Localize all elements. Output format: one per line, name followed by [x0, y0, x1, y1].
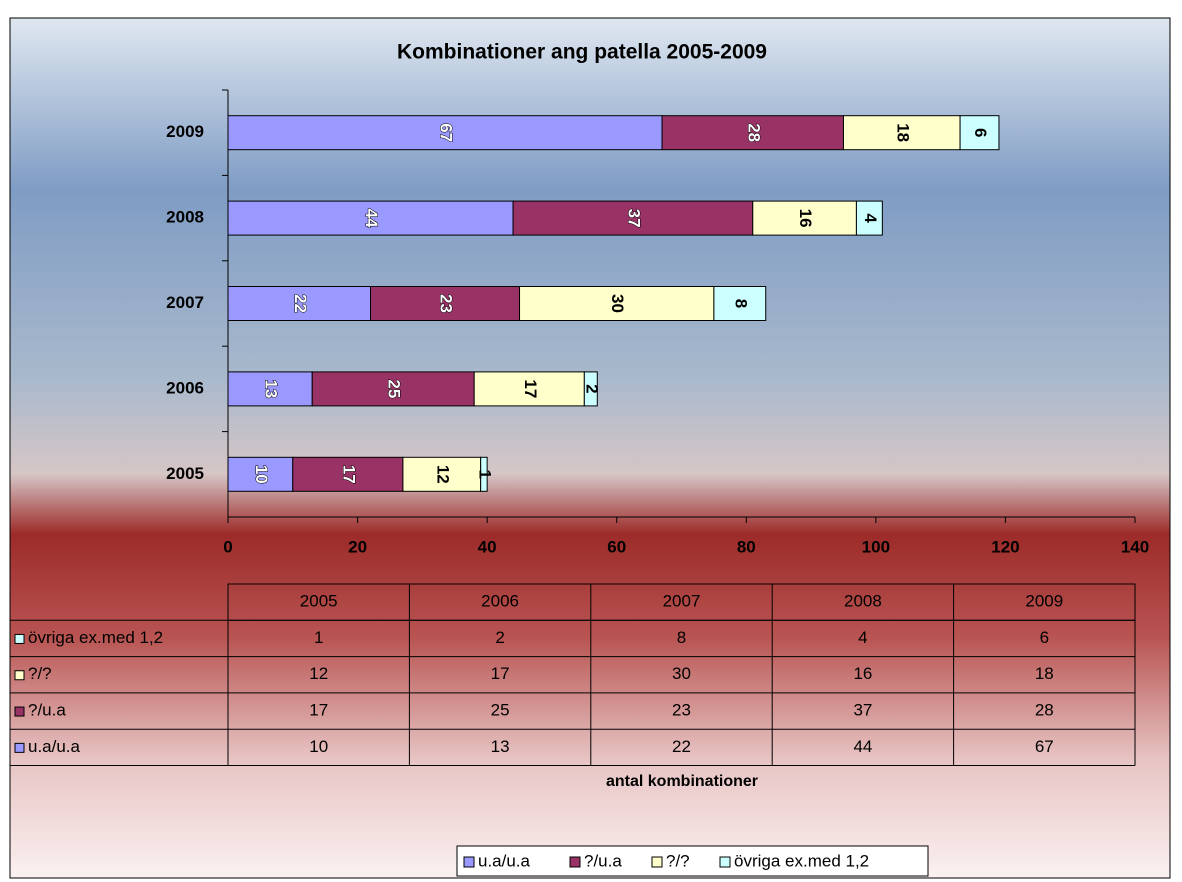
- table-row-label: ?/?: [28, 664, 52, 683]
- table-legend-key: [14, 633, 25, 644]
- data-label: 23: [437, 294, 456, 313]
- data-label: 22: [291, 294, 310, 313]
- x-tick-label: 120: [991, 537, 1019, 556]
- table-row-label: ?/u.a: [28, 701, 66, 720]
- bar-segment: [227, 200, 514, 236]
- legend-label: övriga ex.med 1,2: [734, 851, 869, 870]
- bar-segment: [402, 456, 482, 492]
- table-header: 2005: [300, 592, 338, 611]
- table-cell: 6: [1040, 628, 1049, 647]
- bar-segment: [661, 115, 844, 151]
- legend-box: [456, 845, 929, 877]
- table-cell: 16: [853, 664, 872, 683]
- data-label: 12: [433, 465, 452, 484]
- table-cell: 10: [309, 737, 328, 756]
- data-label: 30: [608, 294, 627, 313]
- data-label: 16: [796, 209, 815, 228]
- data-label: 1: [475, 470, 494, 479]
- data-label: 4: [861, 213, 880, 223]
- bar-segment: [855, 200, 883, 236]
- table-row-label: övriga ex.med 1,2: [28, 628, 163, 647]
- data-label: 18: [893, 123, 912, 142]
- legend-key: [719, 856, 731, 868]
- table-cell: 28: [1035, 701, 1054, 720]
- bar-segment: [512, 200, 754, 236]
- data-label: 2: [582, 384, 601, 393]
- table-cell: 17: [309, 701, 328, 720]
- table-cell: 8: [677, 628, 686, 647]
- x-tick-label: 140: [1121, 537, 1149, 556]
- table-legend-key: [14, 670, 25, 681]
- table-cell: 17: [491, 664, 510, 683]
- x-tick-label: 40: [478, 537, 497, 556]
- table-cell: 23: [672, 701, 691, 720]
- data-label: 37: [624, 209, 643, 228]
- data-label: 67: [437, 123, 456, 142]
- x-tick-label: 100: [862, 537, 890, 556]
- table-cell: 67: [1035, 737, 1054, 756]
- y-tick-label: 2008: [166, 208, 204, 227]
- table-cell: 13: [491, 737, 510, 756]
- data-label: 17: [521, 379, 540, 398]
- bar-segment: [227, 115, 663, 151]
- data-label: 44: [362, 209, 381, 228]
- data-label: 13: [262, 379, 281, 398]
- legend-label: ?/u.a: [584, 851, 622, 870]
- table-header: 2007: [663, 592, 701, 611]
- table-row-label: u.a/u.a: [28, 737, 81, 756]
- bar-segment: [519, 286, 715, 321]
- table-cell: 22: [672, 737, 691, 756]
- data-label: 6: [971, 128, 990, 137]
- bar-segment: [713, 286, 767, 321]
- y-tick-label: 2005: [166, 464, 204, 483]
- bar-segment: [842, 115, 961, 151]
- table-header: 2008: [844, 592, 882, 611]
- table-cell: 37: [853, 701, 872, 720]
- table-cell: 44: [853, 737, 872, 756]
- bar-segment: [583, 371, 598, 407]
- table-header: 2009: [1025, 592, 1063, 611]
- x-tick-label: 20: [348, 537, 367, 556]
- legend-key: [651, 856, 663, 868]
- bar-segment: [480, 456, 488, 492]
- data-label: 17: [339, 465, 358, 484]
- bar-segment: [292, 456, 404, 492]
- legend-label: ?/?: [666, 851, 690, 870]
- legend-key: [463, 856, 475, 868]
- y-tick-label: 2009: [166, 122, 204, 141]
- y-tick-label: 2006: [166, 378, 204, 397]
- y-tick-label: 2007: [166, 293, 204, 312]
- table-cell: 30: [672, 664, 691, 683]
- x-tick-label: 60: [607, 537, 626, 556]
- table-cell: 25: [491, 701, 510, 720]
- table-cell: 1: [314, 628, 323, 647]
- x-tick-label: 0: [223, 537, 232, 556]
- bar-segment: [227, 286, 372, 321]
- table-cell: 12: [309, 664, 328, 683]
- table-header: 2006: [481, 592, 519, 611]
- table-cell: 2: [495, 628, 504, 647]
- table-legend-key: [14, 742, 25, 753]
- legend-key: [569, 856, 581, 868]
- x-tick-label: 80: [737, 537, 756, 556]
- data-label: 28: [744, 123, 763, 142]
- table-cell: 18: [1035, 664, 1054, 683]
- data-label: 8: [731, 299, 750, 308]
- x-axis-title: antal kombinationer: [606, 773, 758, 790]
- chart-frame: [9, 17, 1171, 879]
- table-legend-key: [14, 706, 25, 717]
- data-label: 25: [385, 379, 404, 398]
- table-cell: 4: [858, 628, 867, 647]
- bar-segment: [752, 200, 857, 236]
- bar-segment: [311, 371, 475, 407]
- bar-segment: [959, 115, 1000, 151]
- data-label: 10: [252, 465, 271, 484]
- legend-label: u.a/u.a: [478, 851, 531, 870]
- chart-title: Kombinationer ang patella 2005-2009: [397, 41, 767, 64]
